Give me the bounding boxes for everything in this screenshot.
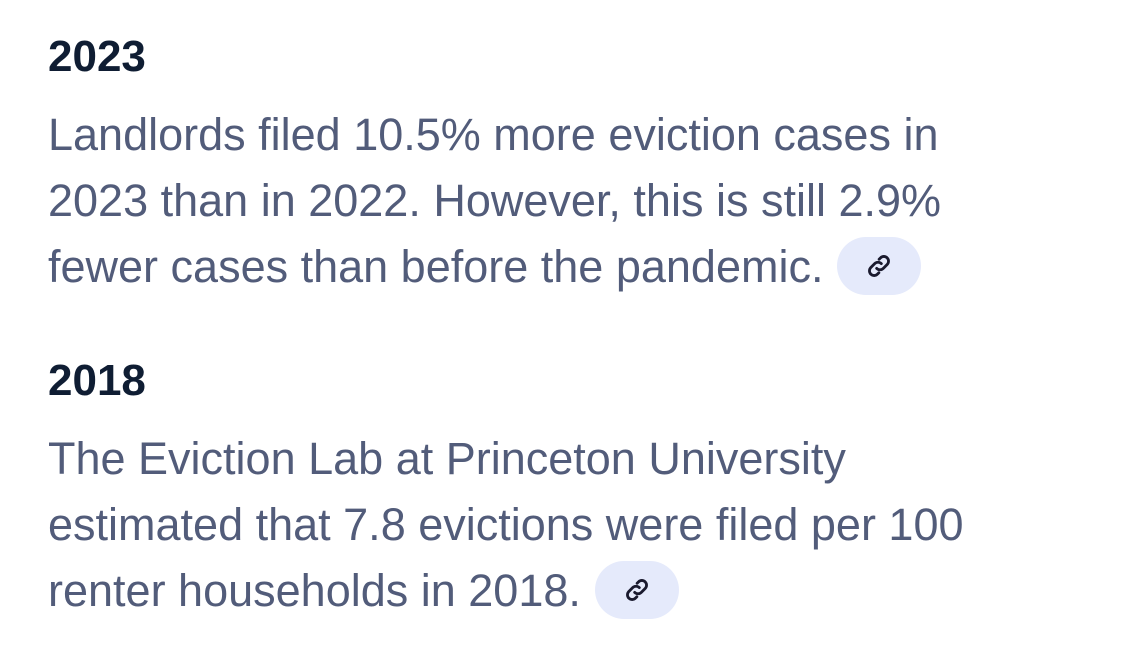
text: renter households in 2018.: [48, 565, 581, 616]
text: 2023 than in 2022. However, this is stil…: [48, 175, 942, 226]
paragraph: Landlords filed 10.5% more eviction case…: [48, 102, 941, 300]
text: estimated that 7.8 evictions were filed …: [48, 499, 964, 550]
text: Landlords filed 10.5% more eviction case…: [48, 109, 939, 160]
text-line: renter households in 2018.: [48, 558, 964, 624]
source-link[interactable]: [594, 561, 679, 620]
text: fewer cases than before the pandemic.: [48, 241, 824, 292]
source-link[interactable]: [837, 237, 922, 296]
text-line: The Eviction Lab at Princeton University: [48, 426, 964, 492]
link-icon: [868, 255, 891, 278]
text-line: 2023 than in 2022. However, this is stil…: [48, 168, 941, 234]
text-line: Landlords filed 10.5% more eviction case…: [48, 102, 941, 168]
text-line: fewer cases than before the pandemic.: [48, 234, 941, 300]
text-line: estimated that 7.8 evictions were filed …: [48, 492, 964, 558]
year-heading: 2023: [48, 32, 146, 81]
entry: 2018 The Eviction Lab at Princeton Unive…: [48, 356, 964, 624]
link-icon: [625, 579, 648, 602]
year-heading: 2018: [48, 356, 146, 405]
entry: 2023 Landlords filed 10.5% more eviction…: [48, 32, 941, 300]
text: The Eviction Lab at Princeton University: [48, 433, 846, 484]
paragraph: The Eviction Lab at Princeton University…: [48, 426, 964, 624]
